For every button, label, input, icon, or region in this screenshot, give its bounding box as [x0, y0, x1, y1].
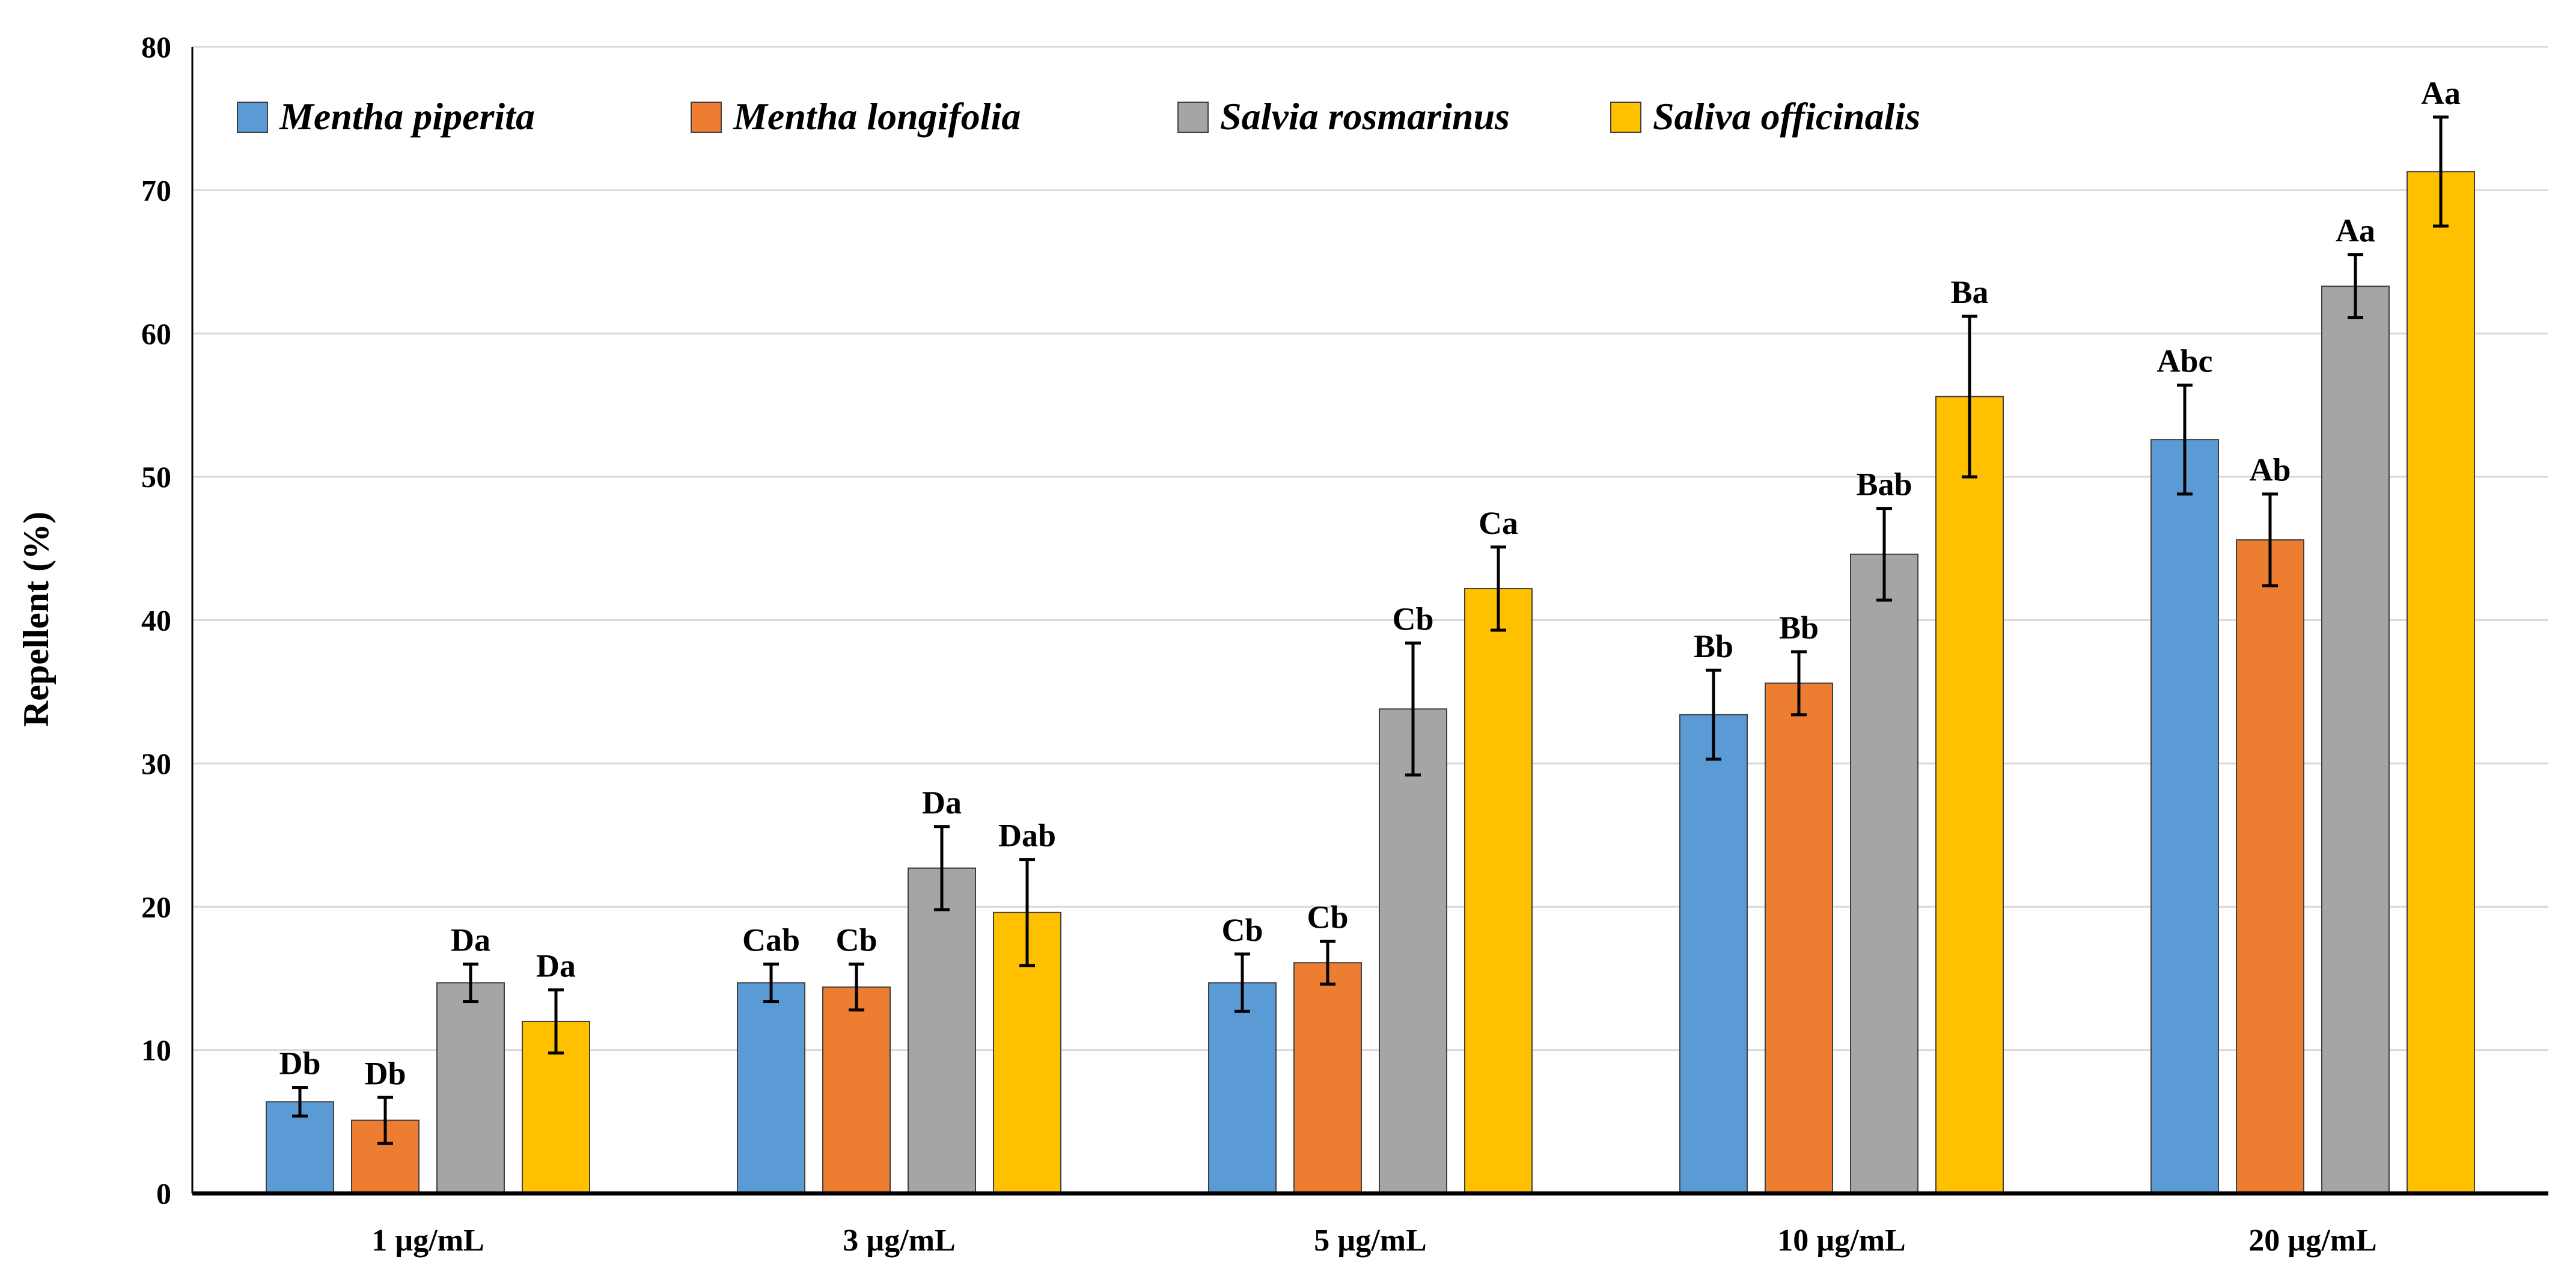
bar-letter-label: Da: [922, 785, 962, 821]
bar: [436, 982, 505, 1194]
x-tick-label: 20 µg/mL: [2248, 1223, 2376, 1258]
bar-letter-label: Cb: [1392, 601, 1433, 637]
bar-letter-label: Cb: [1307, 899, 1348, 935]
legend-swatch: [691, 102, 722, 133]
bars: Db Db Da Da Cab Cb Da Dab Cb Cb Cb Ca Bb Bb Bab Ba Abc Ab…: [266, 75, 2475, 1195]
gridlines: [192, 46, 2548, 1052]
bar-letter-label: Aa: [2421, 75, 2461, 111]
x-tick-label: 10 µg/mL: [1777, 1223, 1905, 1258]
bar-letter-label: Dab: [998, 818, 1056, 854]
bar-letter-label: Da: [451, 922, 490, 958]
x-tick-label: 3 µg/mL: [843, 1223, 955, 1258]
bar: [2321, 286, 2390, 1194]
y-tick-label: 70: [141, 173, 171, 207]
bar-letter-label: Ab: [2249, 452, 2291, 488]
x-tick-label: 1 µg/mL: [371, 1223, 484, 1258]
y-tick-label: 80: [141, 30, 171, 64]
x-tick-label: 5 µg/mL: [1314, 1223, 1426, 1258]
legend-label: Salvia rosmarinus: [1220, 95, 1510, 138]
bar-letter-label: Bb: [1694, 628, 1733, 664]
legend-label: Mentha longifolia: [733, 95, 1021, 138]
bar: [1850, 553, 1918, 1194]
bar: [1208, 982, 1277, 1194]
bar-letter-label: Cb: [835, 922, 877, 958]
bar-letter-label: Cab: [742, 922, 800, 958]
bar-letter-label: Da: [536, 948, 576, 984]
y-tick-label: 40: [141, 604, 171, 637]
bar-letter-label: Db: [364, 1055, 406, 1091]
legend-swatch: [237, 102, 268, 133]
bar-letter-label: Bab: [1856, 467, 1912, 503]
bar-letter-label: Ca: [1479, 505, 1518, 541]
bar: [1765, 682, 1833, 1194]
y-tick-label: 20: [141, 890, 171, 923]
legend-label: Mentha piperita: [279, 95, 535, 138]
y-tick-label: 50: [141, 460, 171, 494]
x-tick-labels: 1 µg/mL 3 µg/mL 5 µg/mL 10 µg/mL 20 µg/mL: [371, 1223, 2376, 1258]
bar: [822, 986, 891, 1194]
bar: [1379, 708, 1447, 1194]
y-tick-label: 0: [156, 1177, 171, 1210]
bar-letter-label: Abc: [2157, 343, 2213, 379]
y-tick-labels: 0 10 20 30 40 50 60 70 80: [141, 30, 171, 1210]
bar: [1293, 962, 1362, 1195]
bar: [1935, 396, 2004, 1194]
y-tick-label: 10: [141, 1033, 171, 1067]
bar: [2150, 439, 2219, 1195]
bar: [2236, 539, 2304, 1194]
legend: Mentha piperita Mentha longifolia Salvia r…: [237, 95, 1920, 138]
bar: [737, 982, 805, 1194]
bar: [1679, 714, 1748, 1194]
bar-letter-label: Ba: [1950, 274, 1988, 310]
bar-letter-label: Cb: [1221, 912, 1263, 948]
y-tick-label: 60: [141, 317, 171, 351]
bar-letter-label: Aa: [2336, 213, 2375, 249]
bar: [2407, 171, 2475, 1195]
legend-swatch: [1610, 102, 1641, 133]
bar: [1464, 588, 1533, 1194]
y-axis-title: Repellent (%): [16, 512, 56, 727]
bar: [908, 867, 976, 1195]
axes: [191, 47, 2548, 1196]
bar-letter-label: Bb: [1779, 610, 1819, 646]
legend-label: Saliva officinalis: [1653, 95, 1920, 138]
y-tick-label: 30: [141, 747, 171, 780]
legend-swatch: [1177, 102, 1209, 133]
bar-letter-label: Db: [279, 1046, 320, 1082]
